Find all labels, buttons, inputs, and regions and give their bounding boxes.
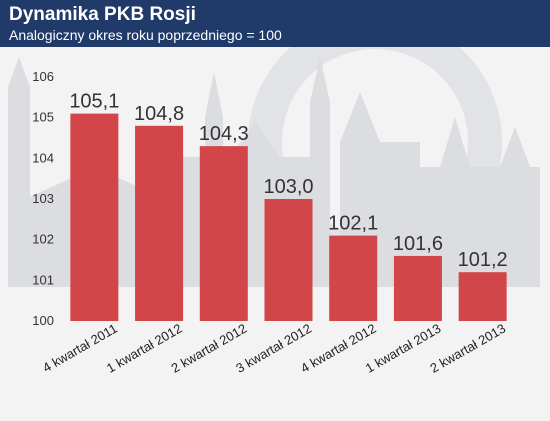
- bar: [393, 255, 442, 321]
- y-tick-label: 103: [32, 191, 54, 206]
- y-tick-label: 105: [32, 110, 54, 125]
- background-building-shape: [310, 102, 330, 162]
- bar-value-label: 101,2: [458, 249, 508, 271]
- background-building-shape: [440, 117, 470, 167]
- bar-value-label: 104,3: [199, 123, 249, 145]
- bar: [70, 113, 119, 321]
- bar-value-label: 105,1: [69, 91, 119, 113]
- background-building-shape: [340, 92, 380, 142]
- bar-chart: 100 101 102 103 104 105 106 105,1 104,8 104,3 103…: [0, 47, 550, 421]
- bar-value-label: 103,0: [263, 176, 313, 198]
- background-building-shape: [8, 87, 30, 287]
- bar: [458, 272, 507, 321]
- y-tick-label: 102: [32, 232, 54, 247]
- y-axis-ticks: 100 101 102 103 104 105 106: [32, 69, 54, 328]
- y-tick-label: 100: [32, 313, 54, 328]
- y-tick-label: 101: [32, 272, 54, 287]
- bar: [135, 125, 184, 321]
- chart-subtitle: Analogiczny okres roku poprzedniego = 10…: [9, 27, 282, 43]
- background-building-shape: [205, 72, 223, 117]
- bar: [329, 235, 378, 321]
- background-building-shape: [8, 57, 30, 87]
- chart-header: Dynamika PKB Rosji Analogiczny okres rok…: [0, 0, 550, 47]
- bar-value-label: 104,8: [134, 103, 184, 125]
- bar: [199, 146, 248, 321]
- y-tick-label: 104: [32, 150, 54, 165]
- bar-value-label: 102,1: [328, 213, 378, 235]
- y-tick-label: 106: [32, 69, 54, 84]
- bar-value-label: 101,6: [393, 233, 443, 255]
- chart-title: Dynamika PKB Rosji: [9, 4, 196, 25]
- bars: [70, 113, 507, 321]
- value-labels: 105,1 104,8 104,3 103,0 102,1 101,6 101,2: [69, 91, 507, 272]
- background-building-shape: [500, 127, 530, 167]
- background-building-shape: [310, 57, 330, 102]
- bar: [264, 199, 313, 321]
